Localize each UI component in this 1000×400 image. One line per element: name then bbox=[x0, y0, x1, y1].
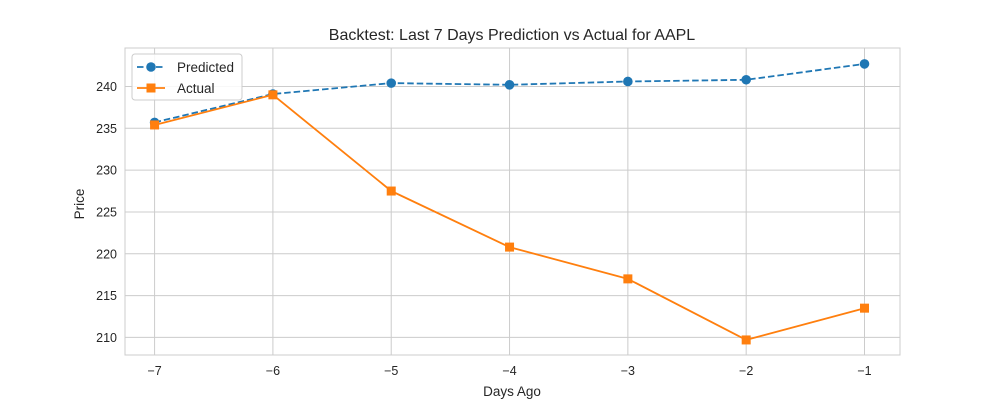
data-point-actual bbox=[505, 242, 515, 252]
y-tick-label: 225 bbox=[96, 205, 117, 219]
x-tick-labels: −7 −6 −5 −4 −3 −2 −1 bbox=[147, 364, 871, 378]
x-tick-label: −1 bbox=[857, 364, 871, 378]
legend: Predicted Actual bbox=[131, 53, 243, 101]
y-axis-label: Price bbox=[72, 189, 87, 220]
y-tick-label: 210 bbox=[96, 331, 117, 345]
legend-label-predicted: Predicted bbox=[177, 60, 234, 75]
data-point-actual bbox=[268, 90, 278, 100]
legend-marker-actual bbox=[146, 83, 156, 93]
x-tick-label: −6 bbox=[266, 364, 280, 378]
legend-marker-predicted bbox=[146, 62, 156, 72]
legend-label-actual: Actual bbox=[177, 81, 215, 96]
y-tick-label: 215 bbox=[96, 289, 117, 303]
data-point-predicted bbox=[623, 76, 633, 87]
data-point-predicted bbox=[504, 80, 515, 90]
x-tick-label: −4 bbox=[502, 364, 516, 378]
data-point-predicted bbox=[386, 78, 397, 88]
y-tick-label: 240 bbox=[96, 80, 117, 94]
data-point-predicted bbox=[741, 74, 751, 85]
y-tick-label: 235 bbox=[96, 122, 117, 136]
series-layer bbox=[149, 59, 870, 345]
data-point-actual bbox=[860, 303, 870, 313]
y-tick-label: 230 bbox=[96, 164, 117, 178]
chart-title: Backtest: Last 7 Days Prediction vs Actu… bbox=[329, 27, 696, 44]
x-axis-label: Days Ago bbox=[483, 384, 541, 399]
data-point-actual bbox=[386, 186, 396, 196]
y-tick-label: 220 bbox=[96, 247, 117, 261]
data-point-actual bbox=[150, 120, 160, 130]
x-tick-label: −2 bbox=[739, 364, 753, 378]
x-tick-label: −7 bbox=[147, 364, 161, 378]
plot-frame bbox=[124, 47, 901, 356]
data-point-actual bbox=[741, 335, 751, 345]
data-point-actual bbox=[623, 274, 633, 284]
x-tick-label: −5 bbox=[384, 364, 398, 378]
data-point-predicted bbox=[859, 59, 870, 69]
x-tick-label: −3 bbox=[621, 364, 635, 378]
y-tick-labels: 210 215 220 225 230 235 240 bbox=[96, 80, 117, 345]
